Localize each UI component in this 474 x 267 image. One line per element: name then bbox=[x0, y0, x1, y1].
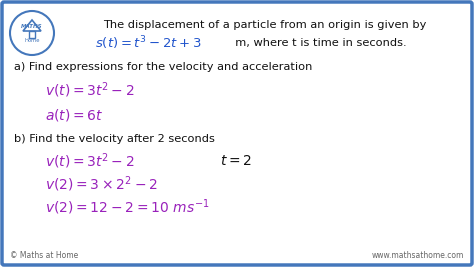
Text: $v(t) = 3t^2 - 2$: $v(t) = 3t^2 - 2$ bbox=[45, 151, 135, 171]
Text: Home: Home bbox=[24, 38, 40, 44]
Text: © Maths at Home: © Maths at Home bbox=[10, 250, 78, 260]
Text: www.mathsathome.com: www.mathsathome.com bbox=[372, 250, 464, 260]
Text: $v(2) = 12 - 2 = 10 \ ms^{-1}$: $v(2) = 12 - 2 = 10 \ ms^{-1}$ bbox=[45, 197, 210, 217]
Text: $v(2) = 3 \times 2^2 - 2$: $v(2) = 3 \times 2^2 - 2$ bbox=[45, 174, 158, 194]
Text: MATHS: MATHS bbox=[21, 23, 43, 29]
Text: b) Find the velocity after 2 seconds: b) Find the velocity after 2 seconds bbox=[14, 134, 215, 144]
Text: The displacement of a particle from an origin is given by: The displacement of a particle from an o… bbox=[103, 20, 427, 30]
FancyBboxPatch shape bbox=[2, 2, 472, 265]
Text: m, where t is time in seconds.: m, where t is time in seconds. bbox=[228, 38, 407, 48]
Text: a) Find expressions for the velocity and acceleration: a) Find expressions for the velocity and… bbox=[14, 62, 312, 72]
Circle shape bbox=[10, 11, 54, 55]
Circle shape bbox=[8, 9, 56, 57]
Text: $s(t) = t^3 - 2t + 3$: $s(t) = t^3 - 2t + 3$ bbox=[95, 34, 201, 52]
Text: $a(t) = 6t$: $a(t) = 6t$ bbox=[45, 107, 103, 123]
Text: $t = 2$: $t = 2$ bbox=[220, 154, 252, 168]
FancyBboxPatch shape bbox=[29, 31, 35, 38]
Text: $v(t) = 3t^2 - 2$: $v(t) = 3t^2 - 2$ bbox=[45, 80, 135, 100]
